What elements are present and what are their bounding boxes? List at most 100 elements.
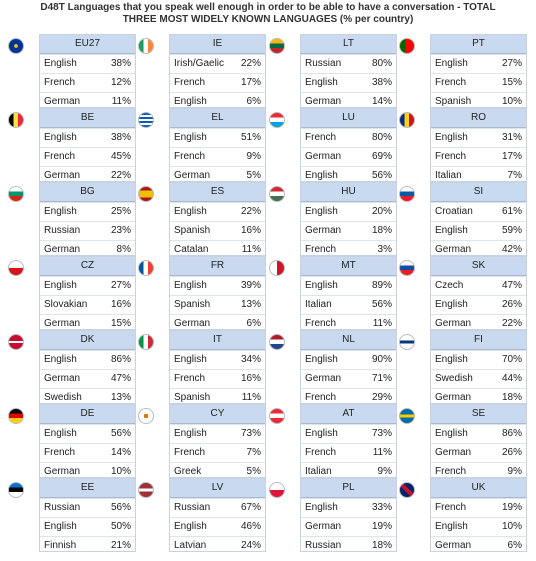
language-label: Italian — [435, 170, 462, 181]
language-row: English 50% — [40, 517, 135, 536]
country-table: LU French 80% German 69% English 56% — [300, 108, 397, 182]
country-code-header: FI — [431, 331, 526, 350]
percentage-value: 20% — [371, 206, 392, 217]
language-row: German 14% — [301, 92, 396, 111]
country-cell-ie: IE Irish/Gaelic 22% French 17% English 6% — [138, 34, 268, 108]
language-label: German — [305, 521, 342, 532]
language-label: English — [435, 58, 468, 69]
fi-flag-icon — [399, 334, 415, 350]
language-row: German 5% — [170, 166, 265, 185]
language-label: English — [44, 428, 77, 439]
language-row: French 17% — [431, 147, 526, 166]
percentage-value: 11% — [372, 447, 392, 458]
language-row: Italian 7% — [431, 166, 526, 185]
language-label: Russian — [44, 225, 81, 236]
chart-title-line2: THREE MOST WIDELY KNOWN LANGUAGES (% per… — [122, 14, 414, 25]
language-label: German — [305, 373, 342, 384]
country-code-header: CY — [170, 405, 265, 424]
language-label: French — [174, 151, 206, 162]
language-row: German 22% — [40, 166, 135, 185]
percentage-value: 70% — [501, 354, 522, 365]
percentage-value: 47% — [110, 373, 131, 384]
language-label: German — [44, 170, 81, 181]
country-table: PL English 33% German 19% Russian 18% — [300, 478, 397, 552]
country-code-header: PT — [431, 35, 526, 54]
nl-flag-icon — [269, 334, 285, 350]
language-row: Irish/Gaelic 22% — [170, 54, 265, 73]
language-label: English — [435, 299, 468, 310]
percentage-value: 31% — [501, 132, 522, 143]
pt-flag-icon — [399, 38, 415, 54]
language-row: English 25% — [40, 202, 135, 221]
language-label: Spanish — [435, 96, 472, 107]
percentage-value: 14% — [110, 447, 131, 458]
language-row: Italian 9% — [301, 462, 396, 481]
country-table: MT English 89% Italian 56% French 11% — [300, 256, 397, 330]
country-code-header: IT — [170, 331, 265, 350]
language-label: Spanish — [174, 392, 211, 403]
language-row: English 73% — [301, 424, 396, 443]
language-label: German — [435, 540, 472, 551]
country-table: EU27 English 38% French 12% German 11% — [39, 34, 136, 108]
language-row: English 59% — [431, 221, 526, 240]
language-label: English — [174, 428, 207, 439]
percentage-value: 27% — [110, 280, 131, 291]
country-table: RO English 31% French 17% Italian 7% — [430, 108, 527, 182]
percentage-value: 13% — [240, 299, 261, 310]
country-table: DK English 86% German 47% Swedish 13% — [39, 330, 136, 404]
cy-flag-icon — [138, 408, 154, 424]
language-label: French — [44, 77, 76, 88]
language-row: Czech 47% — [431, 276, 526, 295]
ie-flag-icon — [138, 38, 154, 54]
country-code-header: LT — [301, 35, 396, 54]
percentage-value: 69% — [371, 151, 392, 162]
language-label: English — [44, 521, 77, 532]
percentage-value: 38% — [371, 77, 392, 88]
percentage-value: 8% — [116, 244, 131, 255]
percentage-value: 5% — [246, 170, 261, 181]
language-row: French 16% — [170, 369, 265, 388]
percentage-value: 24% — [240, 540, 261, 551]
country-cell-eu27: EU27 English 38% French 12% German 11% — [8, 34, 138, 108]
language-row: English 70% — [431, 350, 526, 369]
language-row: English 38% — [301, 73, 396, 92]
de-flag-icon — [8, 408, 24, 424]
language-label: Swedish — [435, 373, 473, 384]
language-label: German — [44, 373, 81, 384]
language-label: French — [305, 132, 337, 143]
country-code-header: NL — [301, 331, 396, 350]
percentage-value: 56% — [110, 502, 131, 513]
country-code-header: DE — [40, 405, 135, 424]
percentage-value: 22% — [240, 206, 261, 217]
language-label: German — [44, 96, 81, 107]
percentage-value: 27% — [501, 58, 522, 69]
country-cell-sk: SK Czech 47% English 26% German 22% — [399, 256, 529, 330]
country-table: IE Irish/Gaelic 22% French 17% English 6% — [169, 34, 266, 108]
language-row: Russian 23% — [40, 221, 135, 240]
language-row: English 27% — [40, 276, 135, 295]
percentage-value: 7% — [507, 170, 522, 181]
language-row: English 89% — [301, 276, 396, 295]
language-row: English 26% — [431, 295, 526, 314]
mt-flag-icon — [269, 260, 285, 276]
language-label: German — [44, 466, 81, 477]
language-row: Spanish 13% — [170, 295, 265, 314]
language-row: English 38% — [40, 128, 135, 147]
language-row: Croatian 61% — [431, 202, 526, 221]
language-row: English 33% — [301, 498, 396, 517]
percentage-value: 18% — [371, 225, 392, 236]
language-label: French — [305, 318, 337, 329]
country-code-header: CZ — [40, 257, 135, 276]
percentage-value: 80% — [371, 58, 392, 69]
language-label: English — [435, 521, 468, 532]
language-label: German — [44, 244, 81, 255]
percentage-value: 14% — [371, 96, 392, 107]
language-label: English — [44, 132, 77, 143]
language-label: French — [305, 447, 337, 458]
percentage-value: 9% — [507, 466, 522, 477]
language-label: English — [305, 77, 338, 88]
country-cell-uk: UK French 19% English 10% German 6% — [399, 478, 529, 552]
language-row: English 86% — [431, 424, 526, 443]
language-label: Russian — [44, 502, 81, 513]
percentage-value: 44% — [501, 373, 522, 384]
